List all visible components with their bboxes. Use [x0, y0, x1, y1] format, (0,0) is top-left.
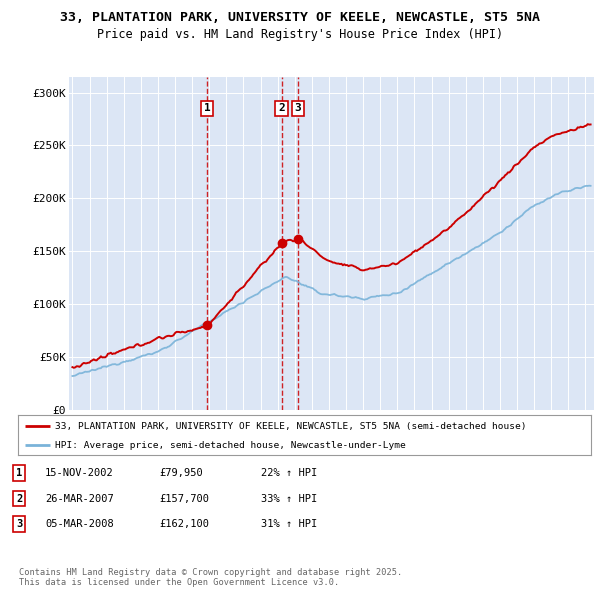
Text: Contains HM Land Registry data © Crown copyright and database right 2025.
This d: Contains HM Land Registry data © Crown c… [19, 568, 403, 587]
Text: £157,700: £157,700 [159, 494, 209, 503]
Text: 15-NOV-2002: 15-NOV-2002 [45, 468, 114, 478]
Text: 3: 3 [295, 103, 301, 113]
Text: 2: 2 [16, 494, 22, 503]
Text: £79,950: £79,950 [159, 468, 203, 478]
Text: 33, PLANTATION PARK, UNIVERSITY OF KEELE, NEWCASTLE, ST5 5NA (semi-detached hous: 33, PLANTATION PARK, UNIVERSITY OF KEELE… [55, 422, 527, 431]
Text: 26-MAR-2007: 26-MAR-2007 [45, 494, 114, 503]
Text: 1: 1 [204, 103, 211, 113]
Text: 3: 3 [16, 519, 22, 529]
Text: 31% ↑ HPI: 31% ↑ HPI [261, 519, 317, 529]
Text: 1: 1 [16, 468, 22, 478]
Text: 2: 2 [278, 103, 285, 113]
Text: 05-MAR-2008: 05-MAR-2008 [45, 519, 114, 529]
Text: 33, PLANTATION PARK, UNIVERSITY OF KEELE, NEWCASTLE, ST5 5NA: 33, PLANTATION PARK, UNIVERSITY OF KEELE… [60, 11, 540, 24]
Text: Price paid vs. HM Land Registry's House Price Index (HPI): Price paid vs. HM Land Registry's House … [97, 28, 503, 41]
Text: HPI: Average price, semi-detached house, Newcastle-under-Lyme: HPI: Average price, semi-detached house,… [55, 441, 406, 450]
Text: 33% ↑ HPI: 33% ↑ HPI [261, 494, 317, 503]
Text: 22% ↑ HPI: 22% ↑ HPI [261, 468, 317, 478]
Text: £162,100: £162,100 [159, 519, 209, 529]
